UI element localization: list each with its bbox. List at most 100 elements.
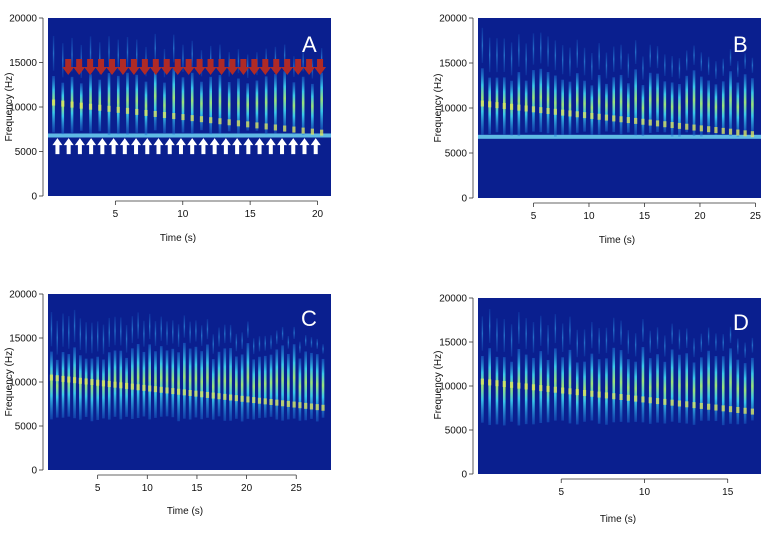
panel-a-harmonic [246,54,249,78]
panel-a-harmonic [283,44,286,66]
panel-a-hotspot [79,102,83,109]
panel-c-note [304,351,307,421]
panel-c-note [281,345,284,421]
panel-b-note [561,79,564,135]
panel-c-harmonic [148,313,151,340]
panel-b-note [568,81,572,135]
panel-c-hotspot [228,394,233,401]
panel-d-harmonic [540,315,542,346]
panel-d-hotspot [721,405,725,412]
panel-c-note [177,352,180,422]
panel-c-harmonic [270,335,272,350]
panel-b-hotspot [714,127,718,134]
panel-a-harmonic [62,43,64,78]
panel-b-note [721,81,725,136]
red-down-arrow-icon [237,58,250,75]
white-up-arrow-icon [187,138,198,155]
panel-c-harmonic [62,313,64,347]
panel-c-harmonic [50,311,53,347]
panel-a-harmonic [108,36,110,68]
panel-b-note [546,72,550,134]
panel-c-harmonic [68,316,70,349]
panel-c-note [159,346,163,417]
panel-d-hotspot [626,394,630,401]
panel-b-harmonic [722,58,724,76]
panel-d-hotspot [612,393,616,400]
panel-d-x-tick-label: 10 [639,487,651,498]
panel-c-harmonic [154,321,157,346]
panel-c-harmonic [91,322,93,354]
panel-c-harmonic [120,317,122,346]
panel-d-note [707,350,710,421]
panel-c-hotspot [55,375,59,382]
panel-a-harmonic [99,42,101,75]
panel-c-harmonic [281,326,284,341]
panel-a-hotspot [144,109,148,116]
panel-b-note [743,74,747,137]
panel-d-hotspot [517,382,521,389]
panel-b-hotspot [692,124,696,131]
panel-c-note [217,351,221,417]
panel-a-hotspot [246,121,250,128]
panel-d-harmonic [649,330,651,353]
panel-b-harmonic [576,39,578,68]
panel-a-harmonic [71,37,73,72]
panel-c-hotspot [78,377,82,384]
panel-b-hotspot [670,122,674,129]
panel-a-harmonic [293,56,295,77]
panel-d-hotspot [634,395,638,402]
panel-d-x-tick-label: 5 [558,487,564,498]
panel-a-hotspot [227,119,231,126]
panel-c-harmonic [258,336,261,352]
panel-c-note [84,358,88,417]
panel-b-hotspot [648,119,652,126]
panel-d-hotspot [539,385,543,392]
white-up-arrow-icon [74,138,85,155]
panel-d-note [605,358,608,425]
panel-d-harmonic [605,327,608,354]
panel-a-hotspot [51,99,56,106]
panel-c-hotspot [223,393,227,400]
panel-c-hotspot [107,381,111,388]
panel-c-hotspot [96,379,100,386]
panel-c-note [183,342,186,419]
panel-b-harmonic [583,47,586,76]
panel-d-harmonic [510,324,513,357]
panel-d-harmonic [664,335,666,357]
panel-b-harmonic [540,32,542,64]
panel-b-hotspot [524,105,528,112]
panel-d-note [692,362,696,425]
panel-a-note [274,74,277,134]
panel-a-arrows [52,58,327,155]
white-up-arrow-icon [254,138,265,155]
panel-c-harmonic [224,324,226,344]
red-down-arrow-icon [95,58,108,75]
panel-c-note [252,359,255,420]
panel-b-harmonic [671,56,673,78]
panel-b-band [478,134,761,139]
panel-d-hotspot [750,408,755,415]
panel-d-hotspot [648,397,652,404]
panel-c-hotspot [176,388,181,395]
panel-d-letter: D [733,310,749,335]
panel-c-hotspot [67,376,71,383]
panel-d-harmonic [488,309,491,343]
panel-c-y-tick-label: 5000 [15,422,38,433]
panel-a-hotspot [255,122,259,129]
panel-c-hotspot [130,383,134,390]
panel-c-harmonic [166,321,168,346]
panel-d-harmonic [583,329,586,357]
panel-b-harmonic [729,49,732,66]
panel-c-harmonic [252,338,255,355]
panel-c-note [188,348,192,420]
panel-a-x-axis: 5 10 15 20 [113,200,324,220]
panel-a-harmonic [237,49,240,74]
panel-a-x-tick-label: 10 [177,209,189,220]
panel-a-note [218,75,222,134]
panel-c-note [96,356,99,420]
panel-b-note [554,75,557,137]
panel-d-hotspot [641,396,645,403]
panel-b-y-tick-label: 20000 [439,14,467,25]
panel-d-harmonic [729,326,732,344]
panel-c-y-tick-label: 10000 [9,378,37,389]
